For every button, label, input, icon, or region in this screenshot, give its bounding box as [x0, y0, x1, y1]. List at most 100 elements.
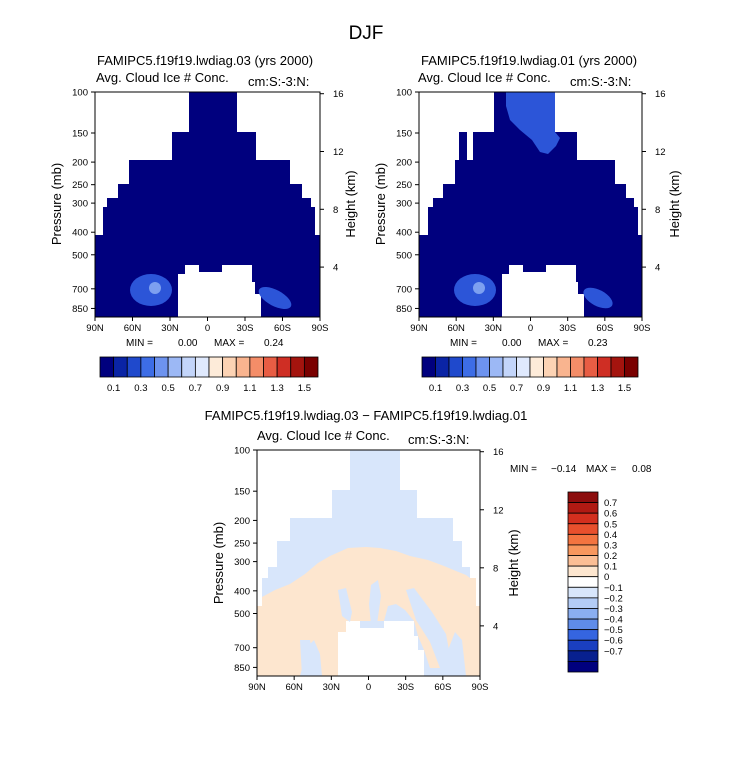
panel-2-max-value: 0.23: [588, 338, 608, 349]
colorbar-label: 0.1: [107, 383, 120, 394]
colorbar-swatch: [624, 356, 639, 378]
panel-3-min-value: −0.14: [551, 464, 577, 475]
colorbar-swatch: [276, 356, 292, 378]
colorbar-label: 0.5: [162, 383, 175, 394]
panel-1-x-ticks: 90N 60N 30N 0 30S 60S 90S: [86, 317, 328, 334]
colorbar-swatch: [502, 356, 517, 378]
panel-2-cloud-fill: [419, 92, 642, 317]
y-tick-label: 150: [234, 487, 250, 498]
panel-2-min-value: 0.00: [502, 338, 522, 349]
colorbar-label: 1.3: [271, 383, 284, 394]
panel-3-negative-streak-2: [406, 588, 452, 668]
colorbar-swatch: [489, 356, 504, 378]
colorbar-label: −0.1: [604, 583, 623, 594]
panel-1-max-label: MAX =: [214, 338, 244, 349]
panel-2: FAMIPC5.f19f19.lwdiag.01 (yrs 2000) Avg.…: [373, 53, 682, 394]
colorbar-swatch: [181, 356, 196, 378]
y-tick-label: 850: [396, 304, 412, 315]
y-tick-label: 200: [396, 158, 412, 169]
panel-2-x-ticks: 90N 60N 30N 0 30S 60S 90S: [410, 317, 650, 334]
y-tick-label: 400: [234, 586, 250, 597]
colorbar-label: 0.3: [134, 383, 147, 394]
colorbar-swatch: [567, 512, 599, 525]
panel-3-y-tick-labels: 100 150 200 250 300 400 500 700 850: [234, 446, 250, 674]
panel-2-subtitle: Avg. Cloud Ice # Conc.: [418, 70, 551, 85]
panel-3-x-ticks: 90N 60N 30N 0 30S 60S 90S: [248, 676, 488, 693]
panel-1-title: FAMIPC5.f19f19.lwdiag.03 (yrs 2000): [97, 53, 313, 68]
y-tick-label: 200: [72, 158, 88, 169]
x-tick-label: 30S: [397, 682, 414, 693]
y-tick-label: 100: [396, 88, 412, 99]
colorbar-label: 0.6: [604, 509, 617, 520]
y-tick-label: 700: [72, 284, 88, 295]
colorbar-swatch: [567, 661, 599, 673]
colorbar-label: 0: [604, 572, 609, 583]
colorbar-swatch: [567, 523, 599, 535]
colorbar-swatch: [567, 544, 599, 556]
panel-1-subtitle: Avg. Cloud Ice # Conc.: [96, 70, 229, 85]
panel-1-ylabel-right: Height (km): [343, 170, 358, 237]
y-tick-label: 500: [234, 609, 250, 620]
colorbar-swatch: [113, 356, 128, 378]
colorbar-swatch: [567, 576, 599, 588]
colorbar-label: 1.5: [618, 383, 631, 394]
panel-2-colorbar: 0.1 0.3 0.5 0.7 0.9 1.1 1.3 1.5: [421, 356, 639, 394]
height-tick-label: 16: [333, 89, 344, 100]
y-tick-label: 850: [72, 304, 88, 315]
x-tick-label: 90S: [634, 323, 651, 334]
y-tick-label: 100: [234, 446, 250, 457]
panel-3-ylabel: Pressure (mb): [211, 522, 226, 604]
y-tick-label: 100: [72, 88, 88, 99]
colorbar-swatch: [249, 356, 264, 378]
panel-1-colorbar: 0.1 0.3 0.5 0.7 0.9 1.1 1.3 1.5: [99, 356, 319, 394]
panel-2-blob-nh-core: [473, 282, 485, 294]
panel-2-y-tick-labels: 100 150 200 250 300 400 500 700 850: [396, 88, 412, 315]
colorbar-swatch: [462, 356, 477, 378]
colorbar-swatch: [610, 356, 625, 378]
colorbar-swatch: [567, 650, 599, 662]
panel-2-upper-blob: [506, 92, 560, 154]
panel-2-y-ticks: [415, 91, 419, 309]
panel-1-ylabel: Pressure (mb): [49, 163, 64, 245]
colorbar-swatch: [235, 356, 251, 378]
x-tick-label: 60N: [124, 323, 142, 334]
colorbar-swatch: [567, 597, 599, 609]
panel-3-units: cm:S:-3:N:: [408, 432, 469, 447]
y-tick-label: 200: [234, 516, 250, 527]
panel-3: FAMIPC5.f19f19.lwdiag.03 − FAMIPC5.f19f1…: [205, 408, 652, 693]
x-tick-label: 60N: [447, 323, 465, 334]
colorbar-swatch: [435, 356, 450, 378]
height-tick-label: 4: [655, 263, 660, 274]
panel-1-plot: 100 150 200 250 300 400 500 700 850 90N 60N 30N 0 30…: [72, 88, 343, 335]
panel-3-colorbar: 0.70.60.50.40.30.20.10−0.1−0.2−0.3−0.4−0…: [567, 491, 623, 673]
x-tick-label: 30N: [161, 323, 179, 334]
panel-2-max-label: MAX =: [538, 338, 568, 349]
panel-1-max-value: 0.24: [264, 338, 284, 349]
y-tick-label: 400: [396, 228, 412, 239]
x-tick-label: 30N: [485, 323, 503, 334]
x-tick-label: 30N: [323, 682, 341, 693]
colorbar-label: 0.3: [604, 540, 617, 551]
height-tick-label: 8: [333, 205, 338, 216]
colorbar-label: 0.5: [604, 519, 617, 530]
panel-3-subtitle: Avg. Cloud Ice # Conc.: [257, 428, 390, 443]
colorbar-swatch: [154, 356, 169, 378]
colorbar-swatch: [222, 356, 237, 378]
colorbar-swatch: [140, 356, 155, 378]
height-tick-label: 4: [493, 621, 498, 632]
y-tick-label: 150: [396, 129, 412, 140]
colorbar-swatch: [597, 356, 612, 378]
colorbar-label: 0.7: [510, 383, 523, 394]
panel-2-ylabel: Pressure (mb): [373, 163, 388, 245]
colorbar-swatch: [475, 356, 490, 378]
colorbar-label: −0.7: [604, 646, 623, 657]
colorbar-label: 0.5: [483, 383, 496, 394]
panel-2-title: FAMIPC5.f19f19.lwdiag.01 (yrs 2000): [421, 53, 637, 68]
colorbar-swatch: [567, 533, 599, 546]
colorbar-label: −0.6: [604, 636, 623, 647]
colorbar-label: 0.1: [604, 562, 617, 573]
colorbar-label: −0.4: [604, 615, 623, 626]
y-tick-label: 150: [72, 129, 88, 140]
colorbar-swatch: [543, 356, 558, 378]
x-tick-label: 60S: [274, 323, 291, 334]
